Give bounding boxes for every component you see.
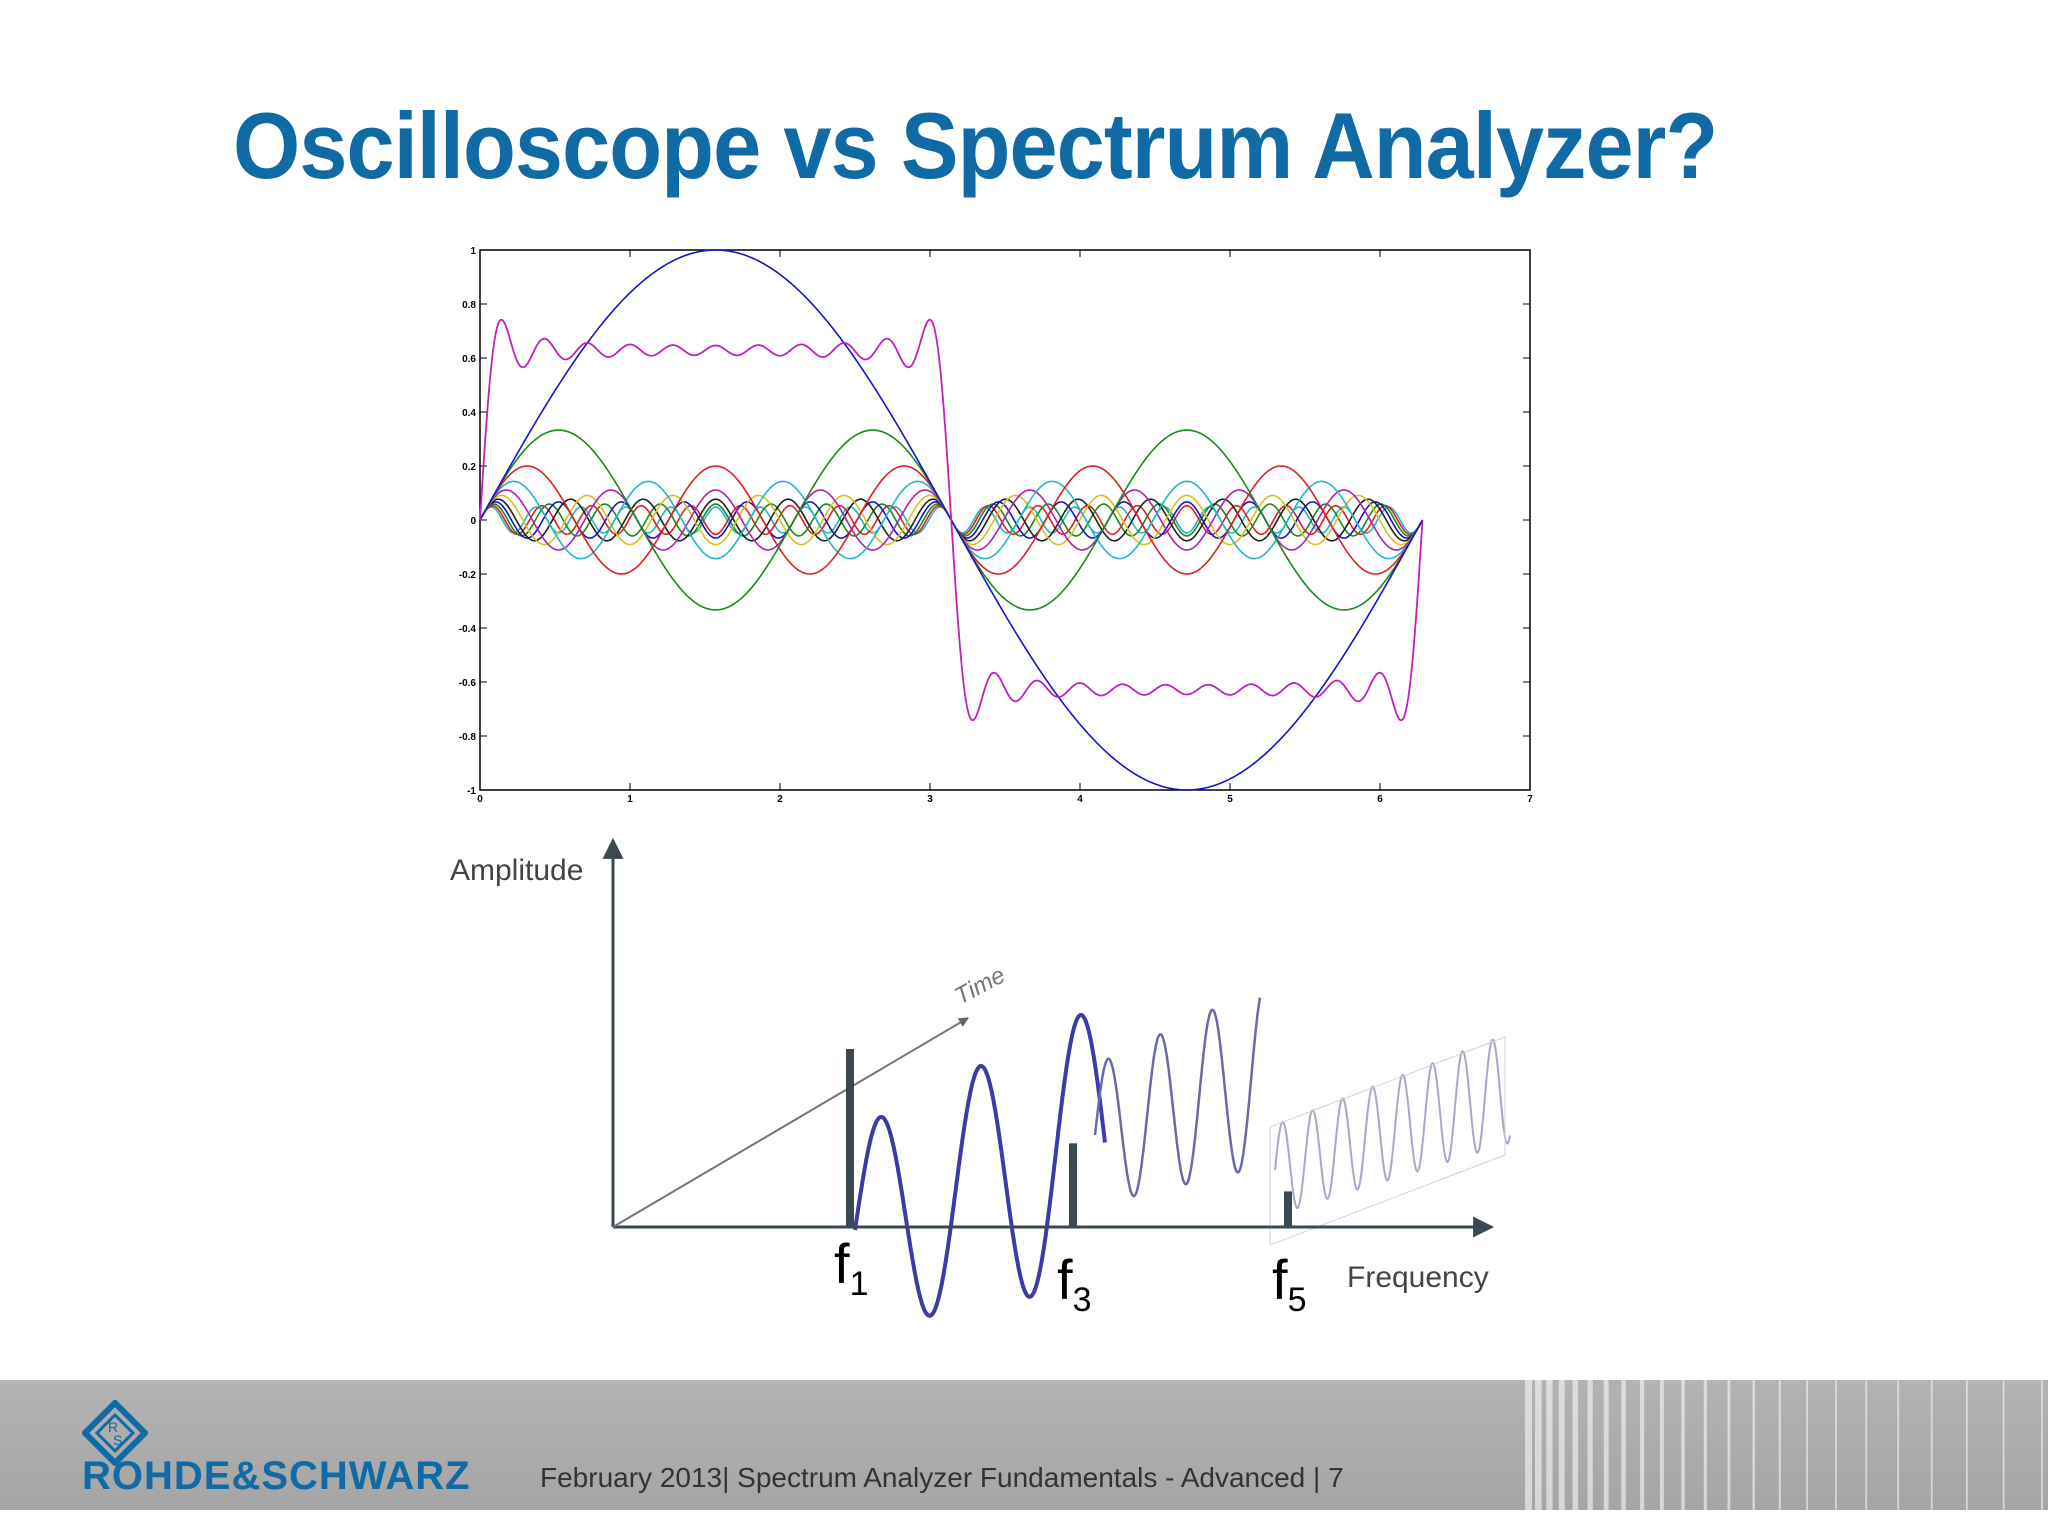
axis-ticks: 0 1 2 3 4 5 6 7 1 0.8 0.6 0.4 0.2 0 -0.2 -0.4 -0.6 -0.8 -1 bbox=[459, 246, 1533, 805]
f5-time-wave bbox=[1274, 1038, 1511, 1209]
footer-stripe bbox=[1752, 1380, 1755, 1510]
y-tick-label: 0.8 bbox=[462, 300, 476, 311]
f3-time-wave bbox=[1093, 997, 1262, 1198]
footer-stripe bbox=[1703, 1380, 1707, 1510]
amplitude-label: Amplitude bbox=[450, 854, 583, 887]
rohde-schwarz-logo-icon: R S bbox=[82, 1400, 148, 1466]
x-tick-label: 7 bbox=[1527, 794, 1533, 805]
footer-stripe bbox=[1806, 1380, 1808, 1510]
time-waves bbox=[853, 997, 1511, 1318]
x-tick-label: 2 bbox=[777, 794, 783, 805]
y-tick-label: -0.8 bbox=[459, 732, 477, 743]
spectral-lines bbox=[846, 1049, 1292, 1227]
x-tick-label: 3 bbox=[927, 794, 933, 805]
footer-stripe bbox=[1727, 1380, 1731, 1510]
y-tick-label: -1 bbox=[467, 786, 476, 797]
label-base: f bbox=[1057, 1248, 1073, 1311]
y-tick-label: -0.2 bbox=[459, 570, 477, 581]
footer-stripe bbox=[1587, 1380, 1593, 1510]
footer-stripe bbox=[1558, 1380, 1565, 1510]
footer-stripe bbox=[1660, 1380, 1664, 1510]
logo-letter-r: R bbox=[108, 1419, 118, 1435]
label-subscript: 1 bbox=[850, 1265, 869, 1303]
spectrum-diagram: Time Amplitude Frequency f1 f3 f5 bbox=[450, 837, 1511, 1319]
footer-stripe bbox=[1835, 1380, 1837, 1510]
time-axis bbox=[612, 1017, 969, 1228]
footer-stripe bbox=[1865, 1380, 1868, 1510]
series-group bbox=[479, 249, 1424, 791]
frequency-labels: f1 f3 f5 bbox=[834, 1232, 1306, 1319]
spectral-line-f1 bbox=[846, 1049, 854, 1227]
footer-stripe bbox=[2002, 1380, 2005, 1510]
footer-stripe bbox=[1930, 1380, 1933, 1510]
x-tick-label: 1 bbox=[627, 794, 633, 805]
company-logo-text: ROHDE&SCHWARZ bbox=[82, 1454, 471, 1498]
y-tick-label: 0.2 bbox=[462, 462, 476, 473]
label-base: f bbox=[834, 1232, 850, 1295]
footer-stripe bbox=[1966, 1380, 1968, 1510]
harmonics-chart: 0 1 2 3 4 5 6 7 1 0.8 0.6 0.4 0.2 0 -0.2 -0.4 -0.6 -0.8 -1 bbox=[459, 246, 1533, 805]
footer-stripe bbox=[1535, 1380, 1542, 1510]
footer-stripe bbox=[1681, 1380, 1685, 1510]
y-tick-label: 0.6 bbox=[462, 354, 476, 365]
spectral-line-f5 bbox=[1284, 1191, 1292, 1227]
footer-stripe bbox=[1778, 1380, 1781, 1510]
footer-stripe bbox=[1603, 1380, 1609, 1510]
footer-stripe bbox=[1897, 1380, 1900, 1510]
f1-time-wave bbox=[853, 1012, 1107, 1318]
y-tick-label: -0.4 bbox=[459, 624, 477, 635]
spectral-line-f3 bbox=[1069, 1143, 1077, 1227]
y-tick-label: 1 bbox=[470, 246, 476, 257]
x-tick-label: 5 bbox=[1227, 794, 1233, 805]
time-axis-label: Time bbox=[950, 962, 1010, 1011]
y-tick-label: -0.6 bbox=[459, 678, 477, 689]
x-tick-label: 0 bbox=[477, 794, 483, 805]
footer-stripes bbox=[1525, 1380, 2043, 1510]
footer-info: February 2013| Spectrum Analyzer Fundame… bbox=[540, 1462, 1344, 1493]
f5-wave-plane bbox=[1269, 1036, 1506, 1246]
logo-letter-s: S bbox=[113, 1432, 122, 1448]
label-f3: f3 bbox=[1057, 1248, 1091, 1319]
label-subscript: 5 bbox=[1288, 1281, 1307, 1319]
label-f1: f1 bbox=[834, 1232, 868, 1303]
x-tick-label: 4 bbox=[1077, 794, 1083, 805]
frequency-label: Frequency bbox=[1347, 1261, 1489, 1294]
footer-stripe bbox=[1572, 1380, 1579, 1510]
slide-title: Oscilloscope vs Spectrum Analyzer? bbox=[233, 93, 1718, 198]
y-tick-label: 0.4 bbox=[462, 408, 476, 419]
label-f5: f5 bbox=[1272, 1248, 1306, 1319]
label-base: f bbox=[1272, 1248, 1288, 1311]
footer-stripe bbox=[1546, 1380, 1553, 1510]
footer-stripe bbox=[1525, 1380, 1532, 1510]
sum-square-wave-line bbox=[479, 318, 1424, 722]
y-tick-label: 0 bbox=[470, 516, 476, 527]
footer-stripe bbox=[1621, 1380, 1626, 1510]
footer-stripe bbox=[2041, 1380, 2043, 1510]
footer-stripe bbox=[1640, 1380, 1645, 1510]
label-subscript: 3 bbox=[1073, 1281, 1092, 1319]
x-tick-label: 6 bbox=[1377, 794, 1383, 805]
footer-bar: R S ROHDE&SCHWARZ February 2013| Spectru… bbox=[0, 1380, 2048, 1510]
